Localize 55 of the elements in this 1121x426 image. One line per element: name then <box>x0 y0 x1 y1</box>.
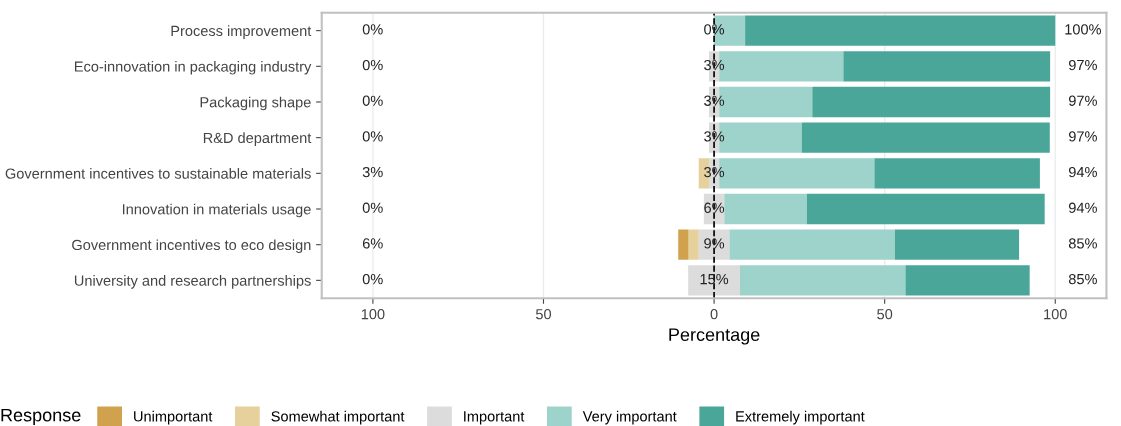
bar <box>905 265 1030 296</box>
x-tick-label: 0 <box>710 309 718 320</box>
annotation: 3% <box>704 166 725 178</box>
bar <box>843 51 1051 82</box>
y-tick-label: R&D department <box>203 132 312 146</box>
annotation: 97% <box>1068 59 1097 71</box>
annotation: 3% <box>362 166 383 178</box>
annotation: 94% <box>1068 202 1097 213</box>
x-tick-label: 50 <box>535 309 552 320</box>
annotation: 15% <box>700 274 729 285</box>
legend-label: Extremely important <box>736 410 865 425</box>
annotation: 9% <box>704 238 725 249</box>
y-tick-label: Government incentives to sustainable materials <box>5 168 311 179</box>
x-tick-label: 100 <box>361 309 385 320</box>
bar <box>740 265 906 296</box>
legend-label: Important <box>464 411 525 425</box>
x-axis-title: Percentage <box>669 328 760 345</box>
legend-label: Very important <box>582 410 677 425</box>
bar <box>894 229 1020 260</box>
y-tick-label: Packaging shape <box>200 96 311 111</box>
y-tick-label: Process improvement <box>171 25 312 39</box>
annotation: 85% <box>1068 238 1097 249</box>
x-tick-label: 50 <box>877 309 893 320</box>
legend-label: Somewhat important <box>271 410 405 425</box>
y-tick-label: Government incentives to eco design <box>72 239 311 253</box>
x-tick-label: 100 <box>1044 309 1067 320</box>
annotation: 0% <box>362 131 383 142</box>
bar <box>812 86 1051 118</box>
annotation: 6% <box>704 202 725 213</box>
y-tick-label: Eco-innovation in packaging industry <box>74 61 312 75</box>
legend-title: Response <box>1 408 81 426</box>
annotation: 97% <box>1068 95 1097 106</box>
annotation: 0% <box>362 24 383 35</box>
annotation: 97% <box>1068 131 1097 142</box>
annotation: 94% <box>1068 166 1097 178</box>
bar <box>874 158 1040 189</box>
bar <box>678 229 689 260</box>
annotation: 0% <box>362 202 383 213</box>
annotation: 0% <box>362 95 383 106</box>
y-tick-label: University and research partnerships <box>74 275 311 289</box>
bar <box>806 193 1045 225</box>
annotation: 0% <box>362 273 383 285</box>
bar <box>724 193 807 225</box>
legend-label: Unimportant <box>134 410 213 425</box>
y-tick-label: Innovation in materials usage <box>122 203 311 218</box>
annotation: 0% <box>704 24 725 35</box>
bar <box>801 122 1050 153</box>
bar <box>729 229 895 260</box>
annotation: 3% <box>704 131 725 142</box>
bar <box>745 15 1056 46</box>
annotation: 6% <box>362 238 383 249</box>
annotation: 100% <box>1065 24 1102 35</box>
bar <box>688 229 699 260</box>
annotation: 0% <box>362 59 383 71</box>
annotation: 85% <box>1068 273 1097 285</box>
